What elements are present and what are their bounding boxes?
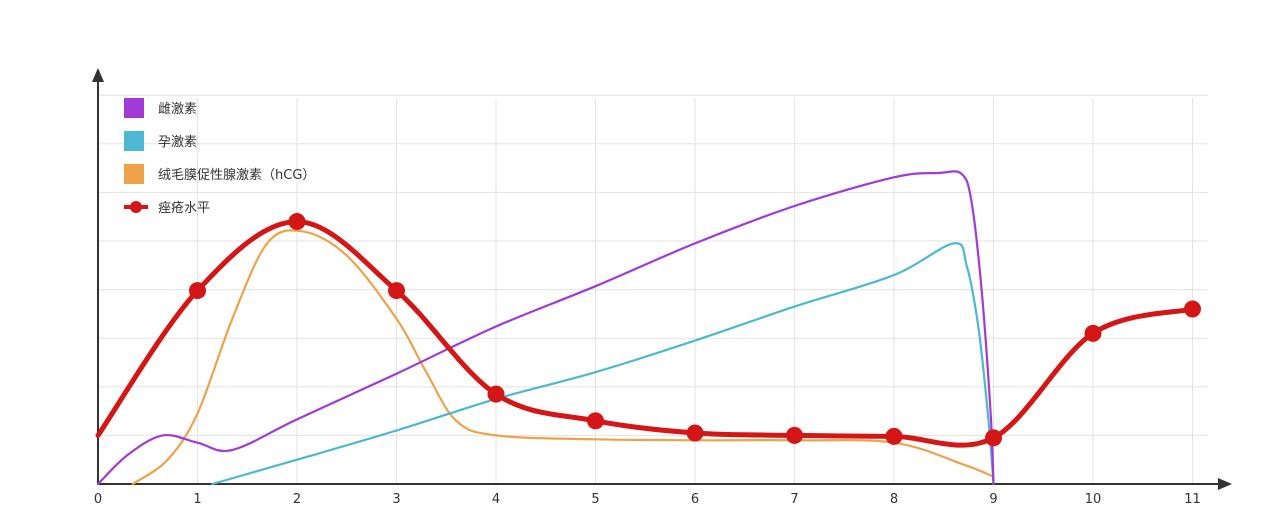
x-tick-label: 7 — [790, 492, 798, 507]
x-tick-label: 3 — [392, 492, 400, 507]
x-tick-labels: 0 1 2 3 4 5 6 7 8 9 10 11 — [94, 492, 1201, 507]
data-point — [288, 213, 306, 231]
data-point — [189, 282, 206, 300]
x-tick-label: 8 — [890, 492, 898, 507]
data-point — [587, 412, 604, 430]
legend-swatch-marker — [130, 201, 142, 213]
legend-label: 孕激素 — [158, 135, 197, 150]
data-point — [985, 429, 1002, 447]
x-tick-label: 1 — [193, 492, 201, 507]
series-line-2 — [131, 229, 995, 486]
data-point — [388, 282, 405, 300]
data-point — [1184, 300, 1201, 318]
series-group — [95, 170, 1201, 486]
series-line-1 — [211, 242, 995, 486]
legend-swatch — [124, 164, 144, 184]
y-axis-arrow — [92, 68, 104, 82]
x-tick-label: 2 — [293, 492, 301, 507]
legend-label: 绒毛膜促性腺激素（hCG） — [158, 168, 315, 183]
x-tick-label: 11 — [1184, 492, 1201, 507]
x-tick-label: 0 — [94, 492, 102, 507]
x-tick-label: 4 — [492, 492, 500, 507]
x-tick-label: 5 — [591, 492, 599, 507]
data-point — [885, 427, 903, 445]
x-axis-arrow — [1218, 478, 1232, 490]
data-point — [487, 385, 505, 403]
axes — [92, 68, 1232, 490]
data-point — [1084, 324, 1102, 342]
data-point — [786, 426, 803, 444]
legend-label: 痤疮水平 — [158, 201, 210, 216]
data-point — [686, 424, 704, 442]
legend-swatch — [124, 131, 144, 151]
grid — [98, 94, 1208, 484]
legend-label: 雌激素 — [158, 101, 197, 117]
legend-swatch — [124, 98, 144, 118]
x-tick-label: 6 — [691, 492, 699, 507]
series-line-0 — [96, 170, 995, 486]
x-tick-label: 10 — [1085, 492, 1102, 507]
x-tick-label: 9 — [989, 492, 997, 507]
series-line-3 — [95, 219, 1195, 448]
